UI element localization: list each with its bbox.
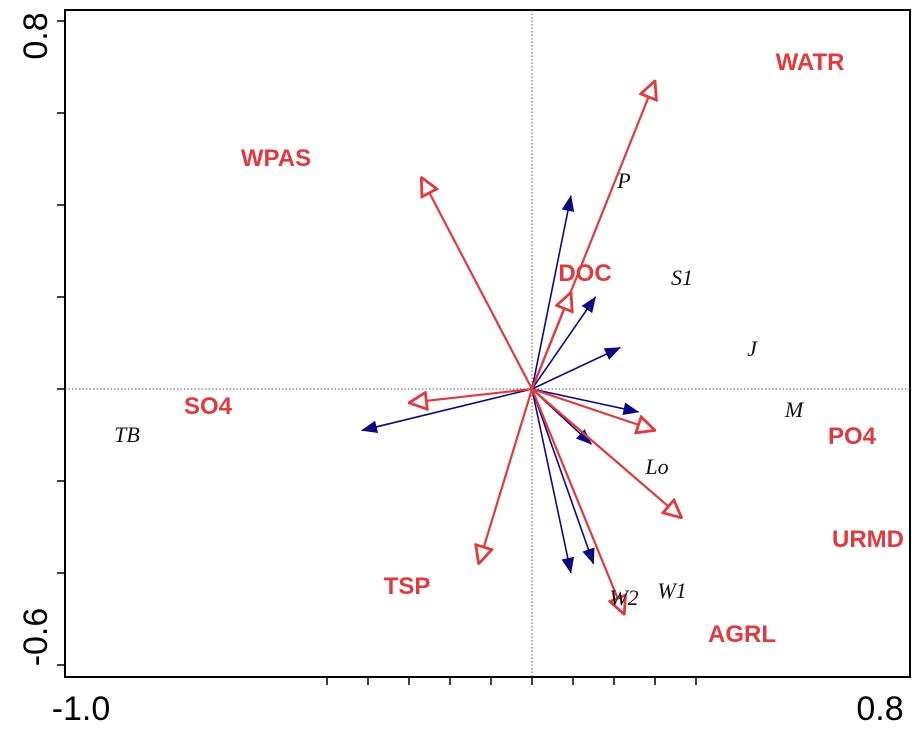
- env-arrow-so4: [409, 387, 533, 403]
- env-label-wpas: WPAS: [241, 145, 311, 172]
- species-label-s1: S1: [671, 265, 693, 290]
- env-label-so4: SO4: [184, 393, 233, 420]
- species-arrow-p: [531, 195, 575, 390]
- arrow-labels: P S1 J M Lo TB W2 W1 WATR WPAS DOC SO4 PO4 URMD TSP AGR…: [114, 49, 904, 648]
- species-label-p: P: [616, 168, 630, 193]
- species-label-j: J: [747, 336, 758, 361]
- species-label-w1: W1: [657, 578, 686, 603]
- y-tick-label-min: -0.6: [17, 608, 55, 667]
- x-tick-label-min: -1.0: [52, 690, 111, 728]
- species-label-lo: Lo: [644, 454, 668, 479]
- species-label-w2: W2: [609, 585, 638, 610]
- env-arrow-wpas: [421, 177, 533, 390]
- species-arrow-m: [531, 388, 640, 416]
- env-arrow-po4: [531, 387, 655, 430]
- x-axis-ticks: [326, 677, 697, 685]
- env-arrow-tsp: [479, 388, 534, 564]
- species-arrow-j: [531, 346, 621, 390]
- env-label-po4: PO4: [828, 423, 877, 450]
- y-axis-ticks: [57, 20, 65, 666]
- plot-frame: [64, 9, 911, 678]
- species-label-tb: TB: [114, 422, 140, 447]
- env-label-doc: DOC: [558, 260, 611, 287]
- env-label-watr: WATR: [776, 49, 845, 76]
- y-tick-label-max: 0.8: [17, 12, 55, 59]
- env-arrow-agrl: [530, 388, 624, 614]
- env-arrow-urmd: [531, 388, 682, 518]
- env-label-agrl: AGRL: [708, 621, 776, 648]
- env-arrow-doc: [530, 292, 571, 390]
- species-arrow-w2: [531, 388, 575, 574]
- species-arrow-s1: [531, 296, 597, 390]
- environmental-arrows: [409, 81, 682, 615]
- species-arrows: [361, 195, 640, 574]
- species-label-m: M: [784, 397, 805, 422]
- species-arrow-w1: [531, 388, 595, 565]
- env-label-tsp: TSP: [384, 573, 431, 600]
- x-tick-label-max: 0.8: [856, 690, 903, 728]
- species-arrow-tb: [361, 388, 533, 434]
- env-label-urmd: URMD: [832, 526, 904, 553]
